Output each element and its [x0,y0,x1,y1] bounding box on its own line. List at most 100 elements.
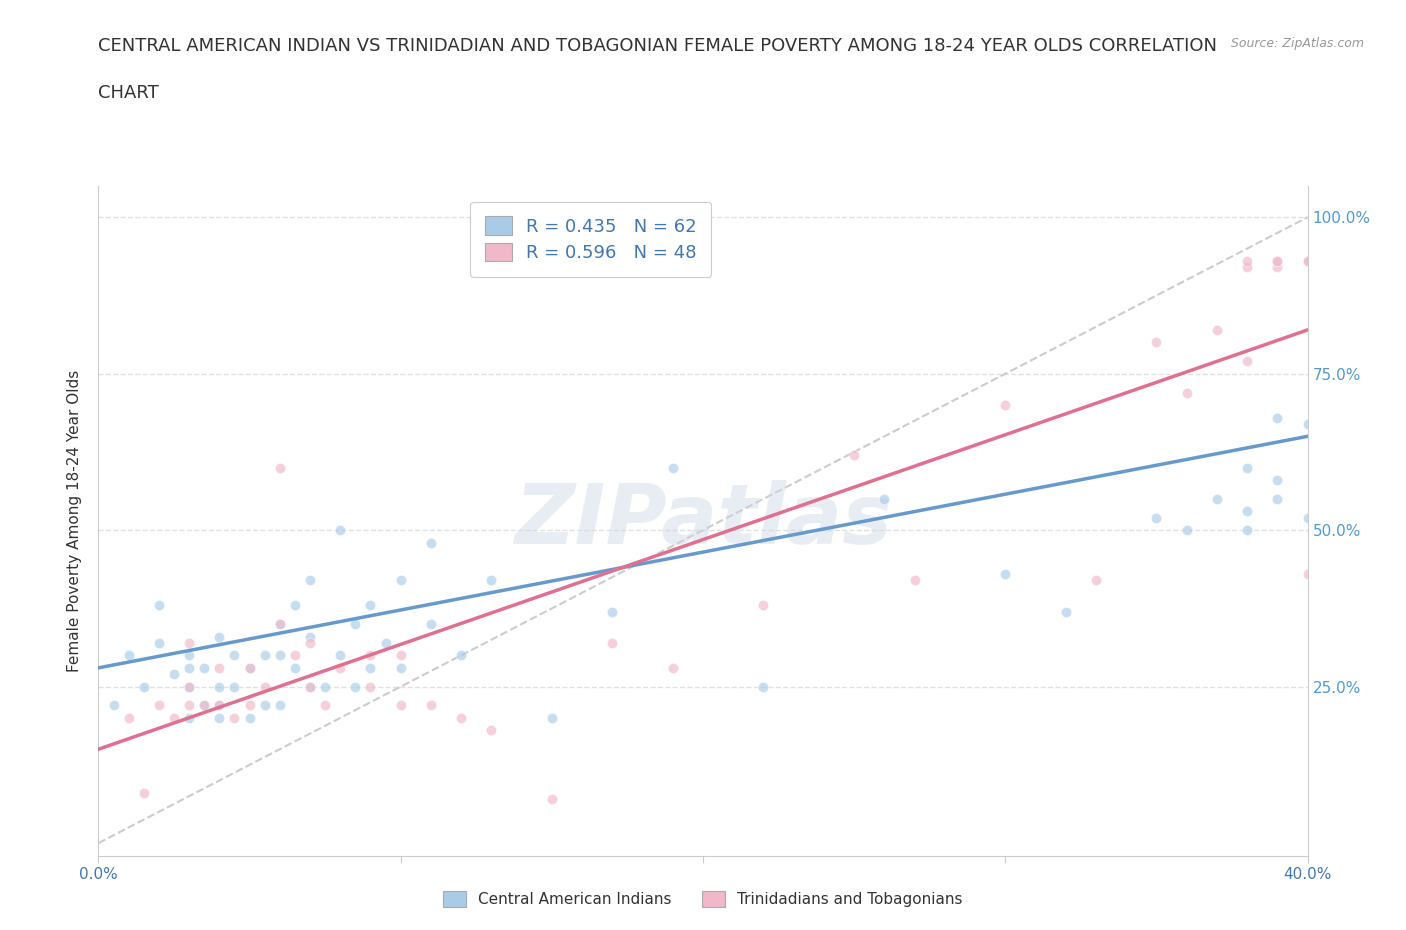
Point [208,698,231,713]
Point [208,698,231,713]
Point [299,635,322,650]
Point [540,791,562,806]
Point [148,598,170,613]
Point [1175,523,1198,538]
Point [602,635,624,650]
Point [299,629,322,644]
Point [1296,511,1319,525]
Point [208,679,231,694]
Point [1054,604,1077,619]
Point [179,711,201,725]
Point [239,711,262,725]
Point [179,635,201,650]
Point [1144,335,1167,350]
Point [904,573,927,588]
Point [389,648,412,663]
Legend: Central American Indians, Trinidadians and Tobagonians: Central American Indians, Trinidadians a… [437,884,969,913]
Point [389,660,412,675]
Point [1175,385,1198,400]
Point [163,667,186,682]
Point [1206,323,1229,338]
Point [1267,259,1289,274]
Point [179,698,201,713]
Point [344,679,367,694]
Point [269,617,291,631]
Point [540,711,562,725]
Point [602,604,624,619]
Point [360,598,382,613]
Point [360,679,382,694]
Point [481,573,503,588]
Point [314,698,336,713]
Point [389,573,412,588]
Point [284,598,307,613]
Point [994,566,1017,581]
Point [193,698,215,713]
Point [450,648,472,663]
Point [253,679,276,694]
Point [299,679,322,694]
Text: ZIPatlas: ZIPatlas [515,480,891,562]
Text: CENTRAL AMERICAN INDIAN VS TRINIDADIAN AND TOBAGONIAN FEMALE POVERTY AMONG 18-24: CENTRAL AMERICAN INDIAN VS TRINIDADIAN A… [98,37,1218,55]
Point [1085,573,1108,588]
Point [253,648,276,663]
Point [239,698,262,713]
Point [1236,259,1258,274]
Point [179,648,201,663]
Point [1296,566,1319,581]
Point [148,635,170,650]
Point [1236,460,1258,475]
Point [450,711,472,725]
Point [329,523,352,538]
Point [374,635,396,650]
Point [389,698,412,713]
Point [1236,254,1258,269]
Point [1206,491,1229,506]
Y-axis label: Female Poverty Among 18-24 Year Olds: Female Poverty Among 18-24 Year Olds [67,370,83,672]
Point [193,660,215,675]
Point [662,660,685,675]
Point [1296,417,1319,432]
Point [420,617,443,631]
Point [179,679,201,694]
Point [224,679,246,694]
Point [1236,523,1258,538]
Point [269,698,291,713]
Point [118,711,141,725]
Point [1267,491,1289,506]
Point [148,698,170,713]
Point [1144,511,1167,525]
Point [269,460,291,475]
Point [269,648,291,663]
Point [752,679,775,694]
Point [1267,472,1289,487]
Point [208,629,231,644]
Point [344,617,367,631]
Point [420,698,443,713]
Text: CHART: CHART [98,84,159,101]
Point [873,491,896,506]
Point [224,711,246,725]
Point [163,711,186,725]
Point [269,617,291,631]
Point [193,698,215,713]
Point [360,660,382,675]
Point [329,660,352,675]
Legend: R = 0.435   N = 62, R = 0.596   N = 48: R = 0.435 N = 62, R = 0.596 N = 48 [470,202,711,276]
Point [239,660,262,675]
Point [253,698,276,713]
Point [1267,410,1289,425]
Point [132,786,155,801]
Point [208,660,231,675]
Point [994,398,1017,413]
Point [662,460,685,475]
Point [314,679,336,694]
Point [420,536,443,551]
Point [103,698,125,713]
Text: Source: ZipAtlas.com: Source: ZipAtlas.com [1230,37,1364,50]
Point [179,660,201,675]
Point [118,648,141,663]
Point [360,648,382,663]
Point [299,573,322,588]
Point [481,723,503,737]
